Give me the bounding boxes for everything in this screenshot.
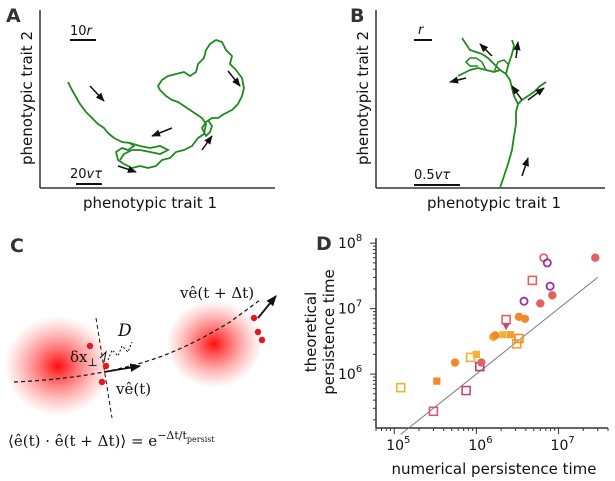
data-point: [502, 323, 511, 331]
panel-a: A phenotypic trait 1 phenotypic trait 2 …: [6, 5, 275, 212]
panel-letter-d: D: [316, 233, 332, 255]
data-point: [527, 275, 538, 286]
panel-a-arrow-4: [227, 70, 241, 87]
data-point: [536, 299, 545, 308]
data-point: [433, 377, 441, 385]
data-point: [428, 406, 439, 417]
panel-b: B phenotypic trait 1 phenotypic trait 2 …: [350, 5, 605, 212]
population-blob-left: [4, 316, 112, 416]
x-tick-label: 106: [468, 435, 492, 454]
panel-letter-b: B: [350, 5, 364, 27]
panel-a-arrow-2: [117, 165, 137, 173]
panel-d-ylabel-line1: theoretical: [302, 292, 320, 373]
panel-d-reference-line-group: [400, 277, 599, 435]
panel-b-arrow-5: [479, 43, 493, 57]
velocity-arrow-t: [103, 363, 142, 373]
panel-letter-c: C: [10, 235, 24, 257]
data-point: [542, 258, 552, 268]
panel-b-arrow-6: [513, 41, 521, 59]
label-velocity-t: vê(t): [115, 380, 151, 398]
panel-b-arrow-4: [449, 76, 467, 84]
panel-b-ylabel: phenotypic trait 2: [354, 31, 372, 165]
data-point: [548, 291, 557, 300]
panel-b-xlabel: phenotypic trait 1: [427, 194, 561, 212]
diffusion-path: [107, 341, 133, 361]
panel-a-trajectory: [67, 39, 245, 169]
data-point: [506, 331, 515, 339]
data-point: [450, 358, 460, 367]
panel-a-scale-label-top: 10r: [70, 24, 94, 39]
reference-line: [400, 277, 599, 435]
data-point: [511, 339, 522, 349]
panel-d: D numerical persistence time theoretical…: [302, 233, 609, 478]
panel-b-arrow-2: [527, 87, 545, 101]
y-tick-label: 108: [338, 233, 362, 252]
panel-b-arrow-1: [521, 157, 529, 177]
data-point: [519, 296, 529, 306]
data-point: [491, 331, 500, 340]
individual-dot: [250, 314, 258, 322]
data-point: [499, 331, 507, 339]
panel-b-trajectory-branch: [464, 57, 509, 73]
y-tick-label: 106: [338, 364, 362, 383]
panel-a-scale-label-bottom: 20vτ: [70, 167, 102, 182]
panel-a-trajectory-loop: [119, 142, 171, 161]
label-diffusion-D: D: [117, 321, 132, 341]
individual-dot: [102, 362, 110, 370]
x-tick-label: 105: [386, 435, 410, 454]
population-blob-right: [166, 300, 262, 388]
individual-dot: [258, 336, 266, 344]
dx-arrow: [99, 350, 107, 363]
panel-c: C D δx⊥ vê(t) vê(t + Δt) ⟨ê(t) · ê(t + Δ…: [4, 235, 277, 450]
panel-b-scale-label-top: r: [418, 23, 425, 38]
data-point: [520, 314, 530, 323]
panel-a-xlabel: phenotypic trait 1: [83, 194, 217, 212]
individual-dot: [86, 342, 94, 350]
panel-a-ylabel: phenotypic trait 2: [18, 31, 36, 165]
panel-d-ticks: 105 106 107 106 107 108: [338, 233, 609, 454]
x-tick-label: 107: [551, 435, 575, 454]
data-point: [472, 350, 480, 358]
data-point: [501, 314, 511, 325]
data-point: [477, 358, 486, 367]
data-point: [545, 281, 555, 291]
data-point: [395, 382, 406, 393]
data-point: [591, 253, 600, 262]
panel-a-arrow-1: [89, 85, 105, 102]
panel-d-points: [395, 253, 600, 417]
trajectory-path: [13, 299, 261, 383]
data-point: [461, 385, 471, 396]
panel-a-arrow-5: [201, 135, 213, 151]
panel-d-xlabel: numerical persistence time: [391, 460, 596, 478]
panel-b-scale-label-bottom: 0.5vτ: [414, 168, 450, 183]
individual-dot: [98, 378, 106, 386]
individual-dot: [254, 328, 262, 336]
persistence-equation: ⟨ê(t) · ê(t + Δt)⟩ = e−Δt/tpersist: [8, 429, 215, 450]
y-tick-label: 107: [338, 299, 362, 318]
panel-d-ylabel-line2: persistence time: [320, 269, 338, 394]
label-velocity-tdt: vê(t + Δt): [179, 284, 254, 302]
data-point: [514, 333, 524, 344]
velocity-arrow-tdt: [257, 295, 277, 319]
panel-b-trajectory: [457, 37, 547, 189]
panel-letter-a: A: [6, 5, 21, 27]
label-delta-x-perp: δx⊥: [70, 348, 98, 369]
panel-b-arrow-3: [511, 85, 523, 101]
panel-a-arrow-3: [151, 127, 173, 137]
